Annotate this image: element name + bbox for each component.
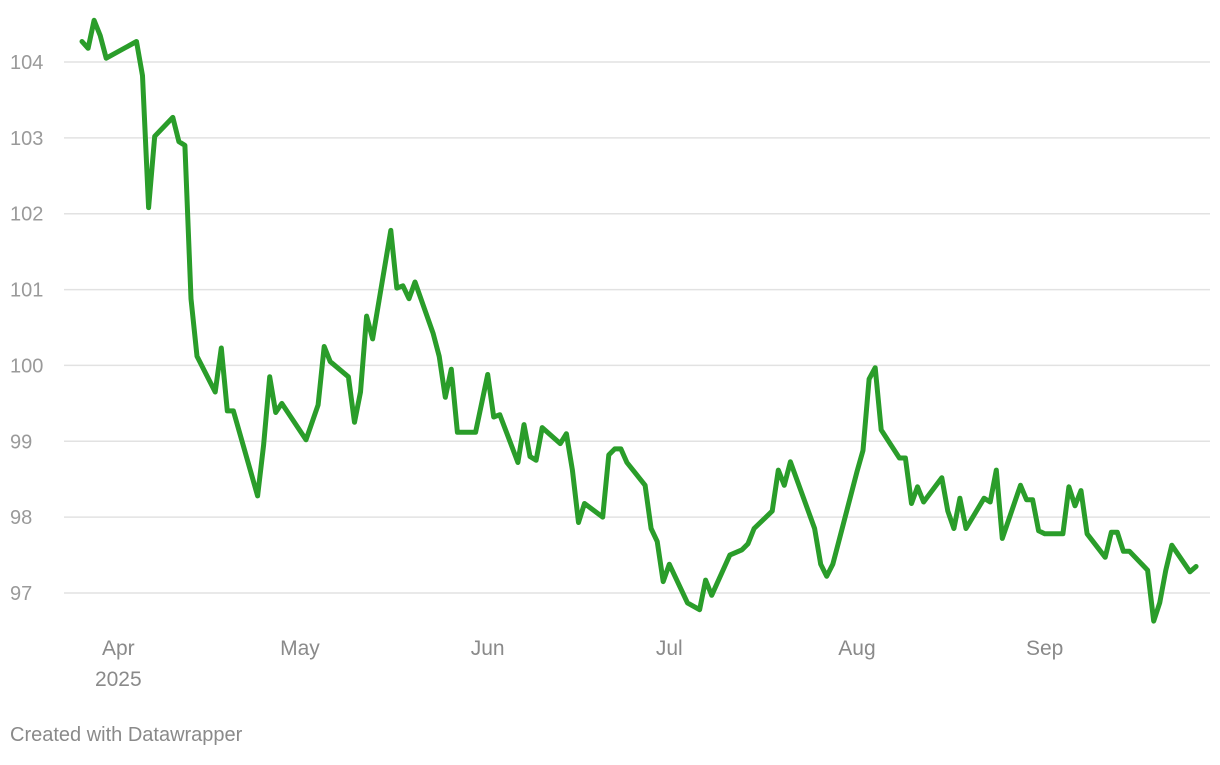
x-tick-label-may: May — [280, 637, 320, 660]
y-tick-label-102: 102 — [10, 204, 43, 226]
x-tick-label-jul: Jul — [656, 637, 683, 660]
x-tick-label-sep: Sep — [1026, 637, 1063, 660]
datawrapper-credit: Created with Datawrapper — [10, 724, 243, 746]
y-axis-ticks: 97 98 99 100 101 102 103 104 — [10, 52, 43, 605]
y-tick-label-100: 100 — [10, 355, 43, 377]
x-axis-ticks: Apr 2025 May Jun Jul Aug Sep — [95, 637, 1063, 691]
grid-lines — [64, 61, 1210, 594]
y-tick-label-103: 103 — [10, 128, 43, 150]
x-tick-sublabel-year: 2025 — [95, 668, 142, 691]
y-tick-label-97: 97 — [10, 583, 32, 605]
y-tick-label-99: 99 — [10, 431, 32, 453]
x-tick-label-aug: Aug — [838, 637, 875, 660]
series-layer — [79, 17, 1199, 624]
y-tick-label-104: 104 — [10, 52, 43, 74]
y-tick-label-98: 98 — [10, 507, 32, 529]
x-tick-label-apr: Apr — [102, 637, 135, 660]
y-tick-label-101: 101 — [10, 280, 43, 302]
x-tick-label-jun: Jun — [471, 637, 505, 660]
series-line-0 — [79, 17, 1199, 624]
